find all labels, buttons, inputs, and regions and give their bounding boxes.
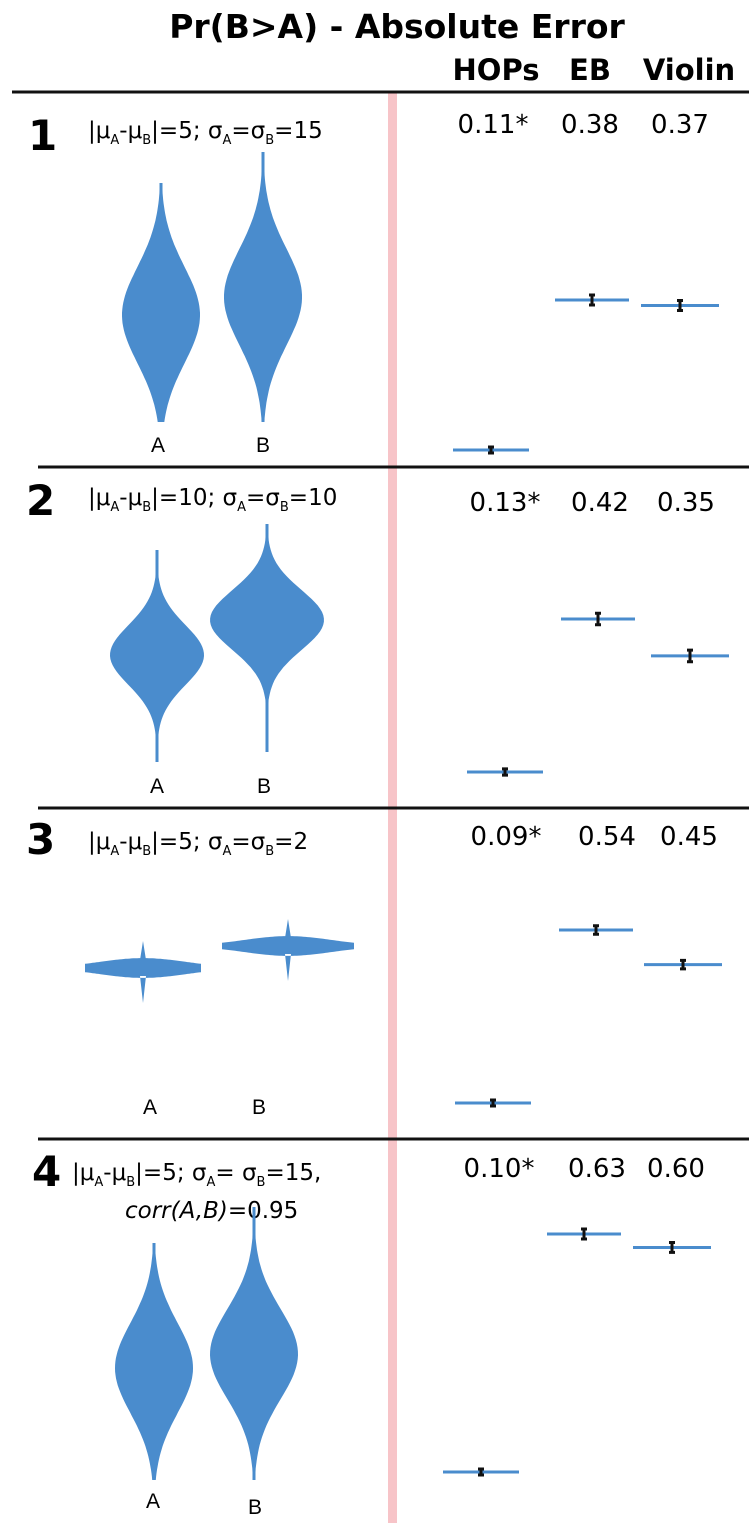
- column-header-violin: Violin: [643, 53, 735, 87]
- column-header-hops: HOPs: [453, 53, 540, 87]
- panel-number: 1: [28, 111, 57, 160]
- violin-label-a: A: [143, 1096, 157, 1119]
- error-hops: 0.09*: [471, 822, 542, 852]
- error-bar-hops: [478, 1467, 484, 1477]
- error-violin: 0.60: [647, 1154, 705, 1184]
- violin-label-a: A: [146, 1490, 160, 1513]
- error-hops: 0.11*: [458, 110, 529, 140]
- corr-value: =0.95: [228, 1198, 298, 1224]
- chart-title: Pr(B>A) - Absolute Error: [169, 7, 625, 46]
- error-marks: [467, 611, 729, 777]
- panel-number: 3: [26, 815, 55, 864]
- mu-diff-value: 5: [178, 118, 193, 144]
- error-bar-violin: [677, 299, 683, 313]
- panel-4: 4 |μA-μB|=5; σA= σB=15, corr(A,B)=0.95 A…: [32, 1147, 711, 1519]
- violin-a: [85, 941, 201, 1003]
- violin-label-b: B: [248, 1496, 262, 1519]
- error-hops: 0.10*: [464, 1154, 535, 1184]
- column-header-eb: EB: [569, 53, 611, 87]
- error-bar-eb: [581, 1227, 587, 1241]
- error-bar-hops: [502, 767, 508, 777]
- violin-label-b: B: [257, 775, 271, 798]
- error-bar-eb: [593, 924, 599, 936]
- condition-label: |μA-μB|=5; σA=σB=15: [88, 118, 323, 148]
- error-marks: [453, 293, 719, 455]
- error-violin: 0.35: [657, 488, 715, 518]
- violin-b: [210, 1207, 298, 1480]
- error-bar-hops: [490, 1098, 496, 1108]
- error-marks: [455, 924, 722, 1108]
- violin-label-a: A: [150, 775, 164, 798]
- violin-b: [210, 524, 324, 752]
- violin-b: [224, 152, 302, 422]
- error-bar-hops: [488, 445, 494, 455]
- error-hops: 0.13*: [470, 488, 541, 518]
- sigma-value: 10: [308, 485, 337, 511]
- error-eb: 0.42: [571, 488, 629, 518]
- condition-label: |μA-μB|=10; σA=σB=10: [88, 485, 337, 515]
- error-violin: 0.45: [660, 822, 718, 852]
- error-eb: 0.63: [568, 1154, 626, 1184]
- violin-label-b: B: [252, 1096, 266, 1119]
- mu-diff-value: 5: [162, 1160, 177, 1186]
- violin-b: [222, 919, 354, 981]
- violin-a: [122, 183, 200, 422]
- panel-3: 3 |μA-μB|=5; σA=σB=2 A B 0.09* 0.54 0.45: [26, 815, 722, 1119]
- error-bar-eb: [595, 611, 601, 627]
- error-bar-violin: [687, 648, 693, 664]
- violin-a: [115, 1243, 193, 1480]
- corr-prefix: corr(A,B): [125, 1198, 228, 1224]
- violin-a: [110, 550, 204, 762]
- sigma-value: 15: [293, 118, 322, 144]
- error-bar-eb: [589, 293, 595, 307]
- error-violin: 0.37: [651, 110, 709, 140]
- correlation-label: corr(A,B)=0.95: [125, 1198, 298, 1224]
- violin-label-b: B: [256, 434, 270, 457]
- condition-label: |μA-μB|=5; σA=σB=2: [88, 829, 308, 859]
- error-bar-violin: [669, 1241, 675, 1254]
- error-bar-violin: [680, 958, 686, 971]
- sigma-value: 2: [293, 829, 308, 855]
- panel-1: 1 |μA-μB|=5; σA=σB=15 A B 0.11* 0.38 0.3…: [28, 110, 719, 457]
- violin-label-a: A: [151, 434, 165, 457]
- panel-2: 2 |μA-μB|=10; σA=σB=10 A B 0.13* 0.42 0.…: [26, 476, 729, 798]
- error-marks: [443, 1227, 711, 1477]
- error-eb: 0.54: [578, 822, 636, 852]
- mu-diff-value: 10: [178, 485, 207, 511]
- mu-diff-value: 5: [178, 829, 193, 855]
- panel-number: 4: [32, 1147, 61, 1196]
- sigma-value: 15: [285, 1160, 314, 1186]
- panel-number: 2: [26, 476, 55, 525]
- error-eb: 0.38: [561, 110, 619, 140]
- condition-label: |μA-μB|=5; σA= σB=15,: [72, 1160, 321, 1190]
